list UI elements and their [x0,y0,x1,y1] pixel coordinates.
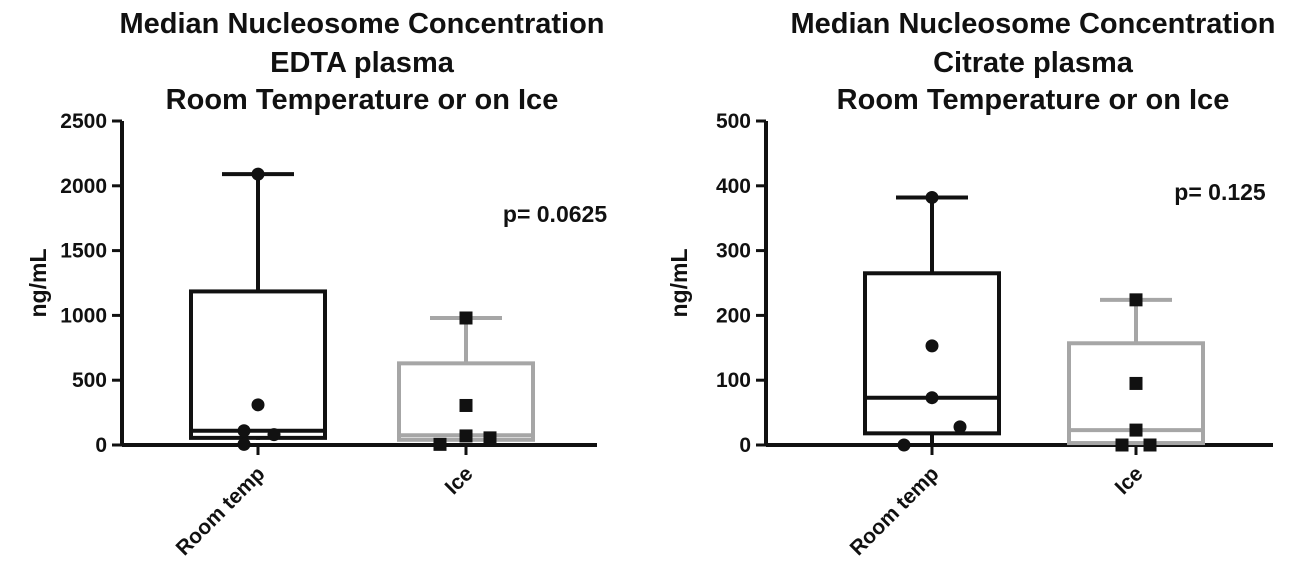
data-point-square [459,398,473,412]
y-tick-label: 100 [716,369,751,392]
chart-title-line: Room Temperature or on Ice [166,84,559,116]
chart-title-line: Room Temperature or on Ice [837,84,1230,116]
data-point-circle [897,438,911,452]
x-tick-label: Room temp [172,462,270,560]
y-tick-label: 0 [739,434,751,457]
chart-panel-citrate: Median Nucleosome Concentration Citrate p… [653,0,1306,569]
data-point-circle [237,437,251,451]
data-point-square [1129,293,1143,307]
chart-title-line: EDTA plasma [270,47,455,79]
box [863,271,1001,436]
data-point-circle [267,428,281,442]
x-tick-label: Ice [1111,462,1148,499]
data-point-square [483,431,497,445]
data-point-circle [925,339,939,353]
chart-citrate: Median Nucleosome Concentration Citrate p… [666,8,1276,560]
data-point-circle [251,167,265,181]
chart-title-line: Citrate plasma [933,47,1134,79]
data-point-circle [925,190,939,204]
y-tick-label: 200 [716,304,751,327]
p-value-annotation: p= 0.0625 [503,201,607,227]
data-point-square [1143,438,1157,452]
box [189,289,327,440]
y-tick-label: 500 [716,110,751,133]
y-tick-label: 400 [716,175,751,198]
y-tick-label: 2000 [60,175,107,198]
y-tick-label: 0 [95,434,107,457]
chart-edta: Median Nucleosome Concentration EDTA plas… [25,8,607,560]
chart-title-line: Median Nucleosome Concentration [119,8,604,40]
data-point-square [433,437,447,451]
chart-title-line: Median Nucleosome Concentration [790,8,1275,40]
data-point-circle [237,424,251,438]
data-point-circle [953,420,967,434]
chart-panel-edta: Median Nucleosome Concentration EDTA plas… [25,8,607,560]
x-tick-label: Ice [441,462,478,499]
data-point-square [459,429,473,443]
data-point-square [1129,376,1143,390]
y-tick-label: 1500 [60,240,107,263]
data-point-circle [251,398,265,412]
y-tick-label: 300 [716,240,751,263]
data-point-square [459,311,473,325]
y-tick-label: 500 [72,369,107,392]
y-axis-label: ng/mL [25,249,51,318]
y-tick-label: 2500 [60,110,107,133]
data-point-square [1115,438,1129,452]
y-axis-label: ng/mL [666,249,692,318]
p-value-annotation: p= 0.125 [1174,179,1266,205]
x-tick-label: Room temp [846,462,944,560]
data-point-circle [925,391,939,405]
y-tick-label: 1000 [60,304,107,327]
data-point-square [1129,423,1143,437]
box [1067,341,1205,446]
